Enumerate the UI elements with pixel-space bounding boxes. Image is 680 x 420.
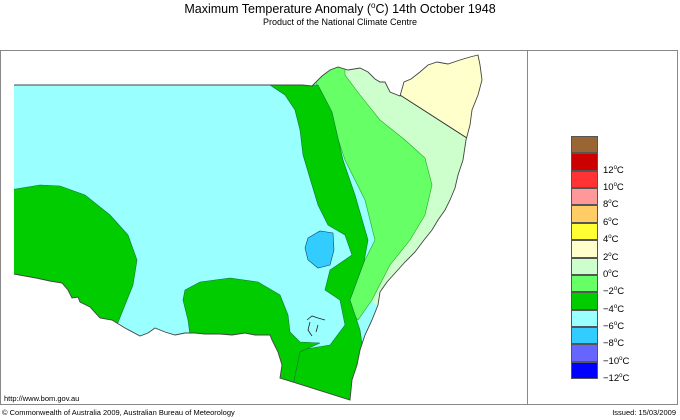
legend-label: −2oC	[603, 286, 625, 298]
legend-swatch	[571, 205, 598, 223]
source-url[interactable]: http://www.bom.gov.au	[4, 394, 80, 403]
legend-label: 12oC	[603, 164, 624, 176]
legend-label: −12oC	[603, 373, 630, 385]
legend-label: −10oC	[603, 355, 630, 367]
map-subtitle: Product of the National Climate Centre	[262, 17, 418, 27]
legend-swatch	[571, 326, 598, 345]
legend-swatch	[571, 136, 598, 154]
legend-label: −8oC	[603, 338, 625, 350]
legend-label: 2oC	[603, 251, 619, 263]
legend-label: 6oC	[603, 216, 619, 228]
zone-minus6-minus4-east	[269, 84, 371, 400]
legend-swatch	[571, 170, 598, 189]
legend-swatch	[571, 361, 598, 380]
copyright-notice: © Commonwealth of Australia 2009, Austra…	[2, 408, 235, 417]
act-border	[306, 315, 326, 337]
zone-minus10-minus8	[304, 230, 335, 269]
map-title: Maximum Temperature Anomaly (oC) 14th Oc…	[0, 1, 680, 16]
legend-label: −6oC	[603, 320, 625, 333]
legend-swatch	[571, 344, 598, 362]
title-date: C) 14th October 1948	[375, 2, 496, 17]
legend-swatch	[571, 222, 598, 241]
title-text: Maximum Temperature Anomaly (	[184, 2, 371, 17]
legend-swatch	[571, 257, 598, 275]
degree-sup: o	[370, 1, 376, 10]
legend-swatch	[571, 240, 598, 258]
state-border	[13, 54, 483, 401]
legend-swatch	[571, 309, 598, 327]
legend-swatch	[571, 292, 598, 310]
issued-date: Issued: 15/03/2009	[612, 408, 676, 417]
legend-label: 0oC	[603, 268, 619, 281]
legend-label: 10oC	[603, 182, 624, 194]
legend-label: −4oC	[603, 303, 625, 315]
legend-label: 8oC	[603, 199, 619, 211]
legend-swatch	[571, 153, 598, 171]
legend-label: 4oC	[603, 234, 619, 246]
legend-swatch	[571, 274, 598, 293]
map-frame	[0, 50, 678, 405]
legend-swatch	[571, 188, 598, 206]
legend-divider	[527, 50, 528, 405]
